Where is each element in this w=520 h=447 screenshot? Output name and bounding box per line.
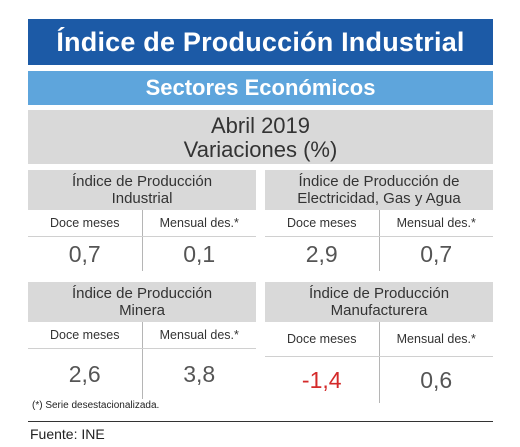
card-title-line1: Índice de Producción: [71, 173, 213, 190]
card-header: Índice de Producción Industrial: [28, 170, 256, 210]
label-mensual: Mensual des.*: [396, 216, 476, 230]
card-values: 2,6 3,8: [28, 349, 256, 399]
value-mensual: 0,6: [420, 367, 453, 393]
card-electricidad: Índice de Producción de Electricidad, Ga…: [265, 170, 493, 271]
card-minera: Índice de Producción Minera Doce meses M…: [28, 282, 256, 399]
card-manufacturera: Índice de Producción Manufacturera Doce …: [265, 282, 493, 403]
page-subtitle: Sectores Económicos: [28, 71, 493, 105]
value-mensual: 3,8: [183, 361, 216, 387]
label-mensual: Mensual des.*: [396, 332, 476, 346]
label-doce-meses: Doce meses: [265, 210, 380, 236]
card-title-line2: Minera: [119, 302, 165, 319]
footnote: (*) Serie desestacionalizada.: [32, 400, 160, 411]
card-title-line1: Índice de Producción: [71, 285, 213, 302]
label-doce-meses: Doce meses: [265, 322, 380, 356]
page-title: Índice de Producción Industrial: [28, 19, 493, 65]
value-mensual: 0,1: [183, 241, 216, 267]
card-title-line1: Índice de Producción: [308, 285, 450, 302]
label-mensual: Mensual des.*: [159, 328, 239, 342]
card-labels: Doce meses Mensual des.*: [265, 322, 493, 357]
source-note: Fuente: INE: [30, 426, 105, 442]
card-labels: Doce meses Mensual des.*: [28, 210, 256, 237]
card-header: Índice de Producción Manufacturera: [265, 282, 493, 322]
card-industrial: Índice de Producción Industrial Doce mes…: [28, 170, 256, 271]
period-unit: Variaciones (%): [183, 137, 338, 162]
label-mensual: Mensual des.*: [159, 216, 239, 230]
value-doce-meses: 2,6: [28, 349, 143, 399]
card-header: Índice de Producción Minera: [28, 282, 256, 322]
value-doce-meses: 2,9: [265, 237, 380, 271]
card-title-line1: Índice de Producción de: [298, 173, 460, 190]
value-doce-meses: 0,7: [28, 237, 143, 271]
card-title-line2: Manufacturera: [330, 302, 428, 319]
label-doce-meses: Doce meses: [28, 210, 143, 236]
card-values: -1,4 0,6: [265, 357, 493, 403]
card-title-line2: Electricidad, Gas y Agua: [297, 190, 461, 207]
divider: [28, 421, 493, 422]
card-values: 0,7 0,1: [28, 237, 256, 271]
value-doce-meses: -1,4: [265, 357, 380, 403]
card-header: Índice de Producción de Electricidad, Ga…: [265, 170, 493, 210]
card-values: 2,9 0,7: [265, 237, 493, 271]
period-date: Abril 2019: [210, 113, 311, 138]
period-box: Abril 2019 Variaciones (%): [28, 110, 493, 164]
card-labels: Doce meses Mensual des.*: [28, 322, 256, 349]
card-labels: Doce meses Mensual des.*: [265, 210, 493, 237]
label-doce-meses: Doce meses: [28, 322, 143, 348]
card-title-line2: Industrial: [111, 190, 173, 207]
value-mensual: 0,7: [420, 241, 453, 267]
